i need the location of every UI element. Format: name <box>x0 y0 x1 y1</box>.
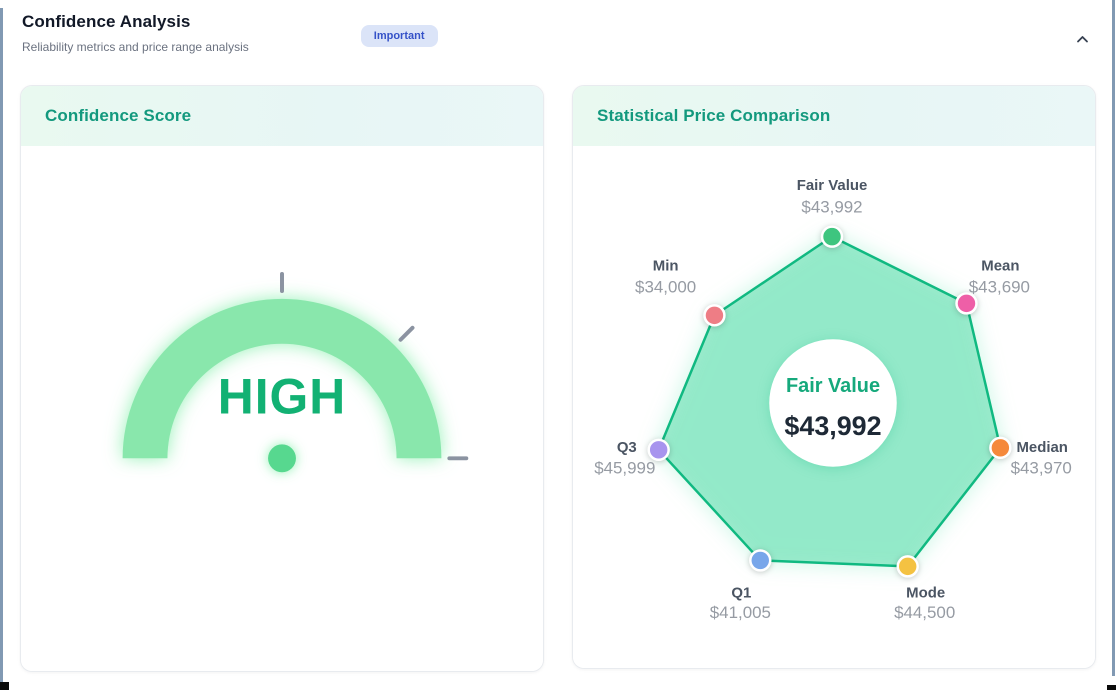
confidence-score-card: Confidence Score HIGH <box>20 85 544 672</box>
radar-value-q1: $41,005 <box>710 603 771 622</box>
confidence-card-header: Confidence Score <box>21 86 543 146</box>
gauge-pivot-dot <box>268 444 296 473</box>
radar-dot-mode <box>896 555 919 578</box>
radar-label-mean: Mean <box>981 258 1019 275</box>
comparison-card-title: Statistical Price Comparison <box>597 106 831 125</box>
radar-dot-min <box>703 304 726 327</box>
radar-value-fair-value: $43,992 <box>801 198 862 217</box>
panel-header-text: Confidence Analysis Reliability metrics … <box>22 12 249 54</box>
radar-label-mode: Mode <box>906 584 945 601</box>
radar-value-mean: $43,690 <box>969 277 1030 296</box>
window-edge-left <box>0 8 3 682</box>
panel-header: Confidence Analysis Reliability metrics … <box>22 12 1092 54</box>
radar-label-q1: Q1 <box>731 584 751 601</box>
radar-value-mode: $44,500 <box>894 603 955 622</box>
radar-dot-q1 <box>749 549 772 572</box>
corner-artifact-right <box>1107 685 1116 690</box>
radar-value-median: $43,970 <box>1011 459 1072 478</box>
radar-chart: Fair Value $43,992 Fair Value $43,992 Mean $4… <box>594 177 1072 622</box>
comparison-chart-area: Fair Value $43,992 Fair Value $43,992 Mean $4… <box>573 146 1095 668</box>
gauge-arc <box>122 298 442 459</box>
radar-dot-mean <box>955 292 978 315</box>
corner-artifact-left <box>0 682 9 690</box>
radar-value-q3: $45,999 <box>594 459 655 478</box>
radar-label-q3: Q3 <box>617 439 637 456</box>
radar-dot-median <box>989 436 1012 460</box>
scrollbar-track[interactable] <box>1112 0 1115 676</box>
chevron-up-icon <box>1077 36 1088 43</box>
price-comparison-card: Statistical Price Comparison Fair Value $… <box>572 85 1096 669</box>
radar-label-fair-value: Fair Value <box>797 177 868 194</box>
comparison-card-header: Statistical Price Comparison <box>573 86 1095 146</box>
page-subtitle: Reliability metrics and price range anal… <box>22 40 249 54</box>
gauge-tick-45 <box>398 325 415 342</box>
radar-center-value: $43,992 <box>784 411 881 441</box>
gauge-value-label: HIGH <box>218 368 346 424</box>
radar-center-circle <box>769 339 897 467</box>
radar-label-min: Min <box>653 258 679 275</box>
important-badge: Important <box>360 25 438 47</box>
confidence-card-title: Confidence Score <box>45 106 192 125</box>
page-title: Confidence Analysis <box>22 12 191 31</box>
collapse-button[interactable] <box>1073 30 1092 49</box>
confidence-gauge-chart: HIGH <box>122 272 469 473</box>
radar-center-label: Fair Value <box>786 375 880 397</box>
confidence-gauge-area: HIGH <box>21 146 543 671</box>
radar-dot-q3 <box>647 438 670 462</box>
radar-label-median: Median <box>1016 439 1067 456</box>
radar-dot-fair-value <box>820 225 844 248</box>
radar-value-min: $34,000 <box>635 277 696 296</box>
